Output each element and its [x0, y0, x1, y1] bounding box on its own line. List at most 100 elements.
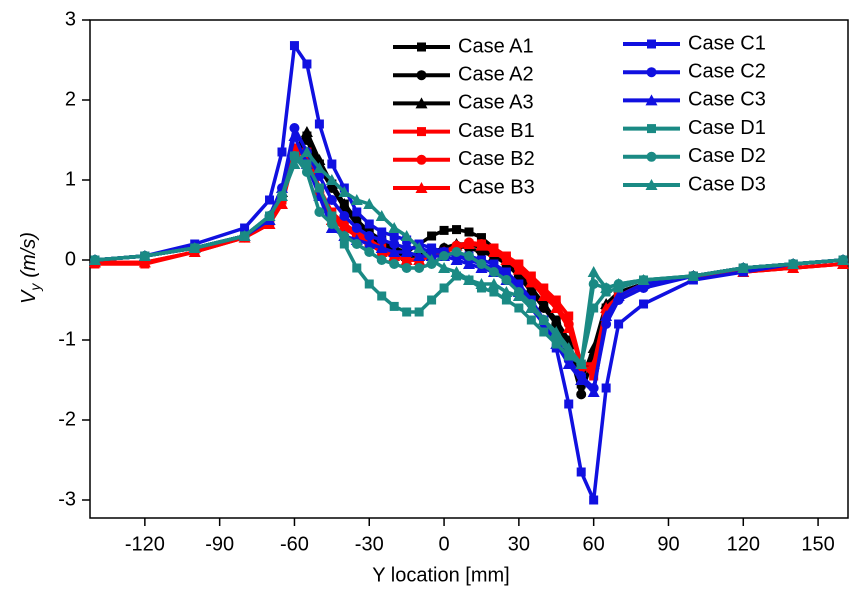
marker: [600, 310, 613, 321]
marker: [363, 198, 376, 209]
marker: [415, 97, 428, 109]
marker: [450, 239, 463, 251]
legend-label: Case D2: [688, 145, 766, 167]
marker: [564, 399, 574, 409]
marker: [339, 239, 349, 249]
x-axis-label: Y location [mm]: [372, 564, 509, 586]
marker: [375, 210, 388, 221]
marker: [364, 279, 374, 289]
marker: [575, 358, 588, 369]
marker: [314, 119, 324, 129]
marker: [526, 315, 536, 325]
marker: [327, 159, 337, 169]
marker: [288, 158, 301, 169]
marker: [647, 124, 656, 134]
marker: [289, 123, 300, 133]
legend-label: Case C3: [688, 89, 766, 111]
marker: [575, 374, 588, 385]
marker: [439, 225, 449, 235]
marker: [601, 383, 611, 393]
marker: [376, 235, 387, 245]
marker: [427, 231, 437, 241]
marker: [600, 282, 613, 293]
x-tick-label: 60: [583, 533, 605, 555]
marker: [351, 223, 362, 233]
y-tick-label: -3: [58, 488, 76, 510]
marker: [275, 190, 288, 201]
marker: [525, 282, 538, 293]
x-tick-label: 150: [801, 533, 834, 555]
marker: [389, 239, 400, 249]
y-tick-label: 2: [65, 88, 76, 110]
marker: [787, 258, 800, 269]
marker: [489, 287, 499, 297]
marker: [400, 246, 413, 257]
legend-label: Case D3: [688, 173, 766, 195]
marker: [589, 495, 599, 505]
marker: [488, 267, 499, 277]
marker: [363, 238, 376, 249]
marker: [414, 307, 424, 317]
marker: [314, 183, 324, 193]
marker: [539, 327, 549, 337]
marker: [339, 231, 350, 241]
marker: [352, 207, 362, 217]
marker: [450, 254, 463, 265]
marker: [464, 227, 474, 237]
marker: [551, 339, 561, 349]
y-tick-label: 0: [65, 248, 76, 270]
marker: [451, 247, 462, 257]
marker: [416, 70, 427, 81]
x-tick-label: 0: [439, 533, 450, 555]
y-axis-label: Vy (m/s): [18, 232, 42, 304]
marker: [417, 42, 426, 52]
marker: [389, 259, 400, 269]
marker: [639, 299, 649, 309]
marker: [338, 198, 351, 209]
marker: [463, 274, 475, 285]
marker: [350, 194, 363, 205]
marker: [388, 246, 401, 257]
legend-label: Case B1: [458, 120, 535, 142]
marker: [589, 371, 599, 381]
marker: [364, 219, 374, 229]
legend-label: Case D1: [688, 117, 766, 139]
marker: [427, 295, 437, 305]
marker: [438, 262, 451, 273]
marker: [645, 94, 658, 106]
marker: [400, 254, 413, 265]
y-label-main: V: [18, 289, 40, 304]
marker: [487, 278, 500, 289]
y-tick-label: 3: [65, 8, 76, 30]
marker: [401, 263, 412, 273]
x-tick-label: 90: [657, 533, 679, 555]
series-line: [94, 43, 844, 502]
marker: [302, 59, 312, 69]
y-tick-label: -1: [58, 328, 76, 350]
marker: [388, 222, 401, 233]
marker: [377, 227, 387, 237]
marker: [537, 314, 550, 325]
marker: [525, 276, 538, 288]
marker: [646, 151, 657, 162]
x-tick-label: -90: [205, 533, 234, 555]
marker: [537, 290, 550, 301]
marker: [837, 254, 850, 265]
marker: [377, 291, 387, 301]
marker: [188, 242, 201, 253]
y-label-unit: (m/s): [18, 232, 40, 278]
marker: [550, 318, 563, 329]
legend-label: Case A1: [458, 35, 534, 57]
marker: [500, 254, 513, 265]
marker: [612, 290, 625, 301]
marker: [338, 222, 351, 233]
marker: [512, 270, 525, 281]
marker: [562, 358, 575, 369]
marker: [475, 239, 488, 251]
marker: [487, 246, 500, 257]
x-tick-label: -30: [355, 533, 384, 555]
marker: [277, 147, 287, 157]
x-tick-label: 30: [508, 533, 530, 555]
marker: [88, 254, 101, 265]
